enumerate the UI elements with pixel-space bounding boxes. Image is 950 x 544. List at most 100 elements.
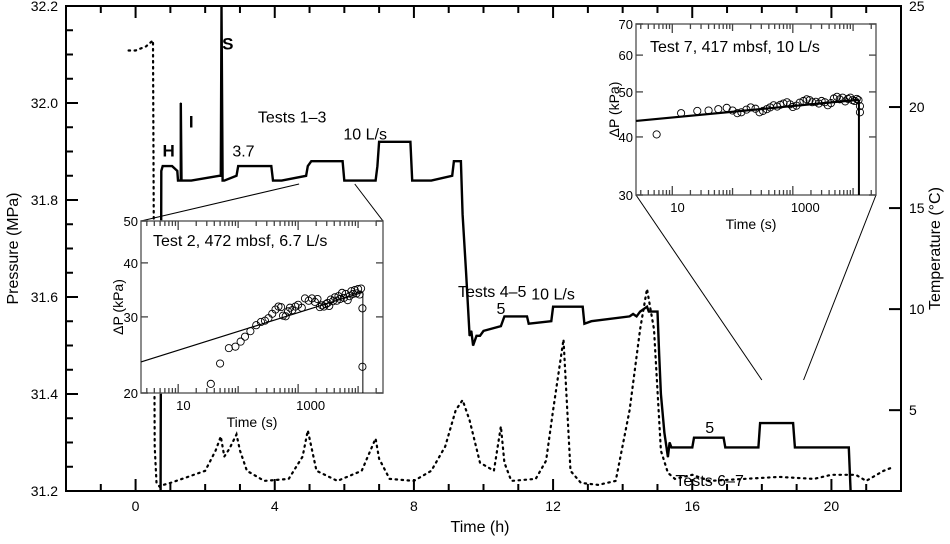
pressure-point [554,306,556,308]
inset-data-point [769,101,778,110]
pressure-point [667,456,669,458]
y-tick-label: 32.2 [31,0,58,14]
inset-data-point [256,317,266,327]
pressure-point [375,180,377,182]
inset-y-tick-label: 30 [124,310,138,325]
pressure-point [500,325,502,327]
pressure-point [223,180,225,182]
inset-x-tick-label: 1000 [296,398,325,413]
temperature-series [127,38,896,489]
inset-y-tick-label: 60 [619,48,633,63]
y-axis-right-title: Temperature (°C) [927,187,944,310]
inset-data-point [693,106,702,115]
inset-data-point [746,103,755,112]
pressure-point [528,323,530,325]
pressure-point [307,165,309,167]
inset-data-point [285,303,294,312]
inset-data-point [786,100,795,109]
pressure-point [669,441,671,444]
pressure-point [160,170,162,172]
pressure-point [658,354,660,356]
inset-data-point [814,99,823,108]
annotation-label: Tests 6–7 [675,473,744,490]
pressure-point [660,393,662,395]
inset-data-point [854,96,863,105]
pressure-point [677,446,679,448]
pressure-point [806,446,808,448]
inset-test7: 10 1000 Time (s) 30 40 50 60 70 ΔP (kPa) Test 7, … [606,17,877,232]
pressure-point [180,102,182,104]
pressure-point [472,344,474,347]
inset-data-point [216,359,225,368]
pressure-point [411,180,413,182]
y2-tick-label: 5 [909,402,917,418]
pressure-point [649,310,652,313]
inset-data-point [733,109,742,118]
pressure-point [632,313,634,315]
inset-data-point [755,108,764,117]
pressure-point [190,180,192,182]
pressure-point [237,165,239,167]
pressure-point [218,175,220,177]
connector-line [354,183,384,222]
y-tick-label: 31.4 [31,386,58,402]
pressure-point [451,175,453,177]
inset-data-point [826,99,836,108]
pressure-point [465,272,467,274]
x-tick-label: 8 [410,498,418,514]
pressure-point [635,315,638,317]
inset-data-point [852,94,861,103]
inset-data-point [832,92,842,101]
y2-tick-label: 10 [909,301,925,317]
inset-data-point [855,108,865,117]
annotation-label: S [222,35,233,54]
pressure-point [848,446,850,448]
annotation-label: 5 [496,301,505,318]
inset-data-point [313,294,322,304]
inset-data-point [850,96,859,106]
inset-y-tick-label: 30 [619,188,633,203]
pressure-point [517,315,519,317]
pressure-point [272,180,274,182]
annotation-label: Tests 4–5 [458,284,527,301]
pressure-point [552,306,554,308]
pressure-point [176,170,178,172]
pressure-point [235,175,238,177]
pressure-point [475,335,478,337]
pressure-point [270,165,272,167]
inset-data-point [855,102,865,111]
inset-connector-lines [140,183,877,381]
inset-x-axis-title: Time (s) [726,216,777,232]
pressure-point [171,165,173,167]
x-axis: 0 4 8 12 16 20 [99,6,868,514]
y-tick-label: 32.0 [31,95,58,111]
connector-line [635,194,763,381]
inset-data-point [358,304,367,313]
inset-data-point [336,294,345,304]
annotation-label: I [189,112,194,131]
inset-data-point [338,288,347,297]
pressure-point [479,335,481,337]
inset-test2: 10 1000 Time (s) 20 30 40 50 ΔP (kPa) Test 2, 47… [110,214,384,430]
x-axis-title: Time (h) [451,519,510,536]
inset-data-point [805,96,814,105]
inset-data-point [326,295,335,304]
inset-x-axis-title: Time (s) [227,414,278,430]
pressure-point [629,315,631,317]
inset-data-point [343,296,352,305]
x-tick-label: 0 [132,498,140,514]
pressure-point [430,180,432,182]
pressure-point [341,160,344,162]
pressure-point [639,310,641,313]
pressure-point [759,422,761,424]
pressure-point [470,330,472,332]
y2-tick-label: 20 [909,99,925,115]
inset-y-tick-label: 50 [619,85,633,100]
inset-data-point [277,303,286,312]
inset-data-point [297,303,306,312]
annotation-label: 10 L/s [343,126,387,143]
inset-data-point [328,297,337,306]
pressure-point [792,422,794,424]
